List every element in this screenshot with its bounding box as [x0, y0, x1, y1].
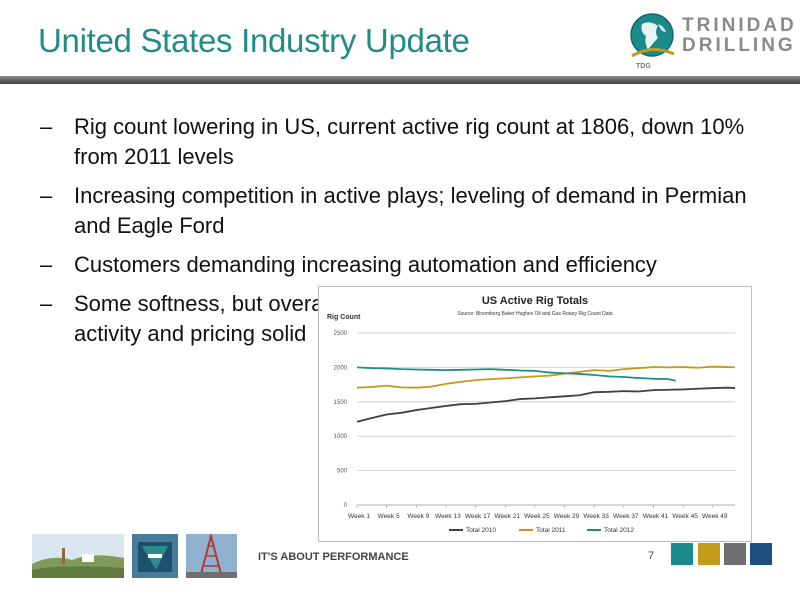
logo-wordmark-line1: TRINIDAD [682, 15, 797, 36]
bullet-item: – Rig count lowering in US, current acti… [40, 112, 780, 172]
color-swatch [671, 543, 693, 565]
legend-label: Total 2012 [604, 527, 634, 534]
bullet-text: Some softness, but overall activity and … [74, 291, 334, 346]
x-tick-label: Week 21 [494, 513, 520, 520]
bullet-text: Rig count lowering in US, current active… [74, 114, 745, 169]
chart-canvas: US Active Rig Totals Source: Bloomberg Ba… [327, 295, 736, 534]
y-tick-label: 2500 [334, 331, 348, 337]
footer-photo-strip [32, 534, 237, 578]
bullet-marker: – [40, 252, 53, 277]
color-swatch [750, 543, 772, 565]
series-line [356, 386, 736, 423]
chart-title: US Active Rig Totals [482, 295, 588, 307]
bullet-marker: – [40, 183, 53, 208]
title-divider [0, 76, 800, 84]
x-tick-label: Week 41 [643, 513, 669, 520]
x-tick-label: Week 17 [465, 513, 491, 520]
slide-title: United States Industry Update [38, 22, 470, 59]
derrick-photo-image [186, 534, 237, 578]
bullet-text: Increasing competition in active plays; … [74, 183, 747, 238]
bullet-marker: – [40, 291, 53, 316]
y-tick-label: 1000 [334, 434, 348, 440]
rig-photo-image [132, 534, 178, 578]
footer-tagline: IT'S ABOUT PERFORMANCE [258, 551, 409, 563]
y-tick-label: 500 [337, 469, 348, 475]
bullet-text: Customers demanding increasing automatio… [74, 252, 657, 277]
landscape-photo-image [32, 534, 124, 578]
x-tick-label: Week 33 [583, 513, 609, 520]
company-logo: TRINIDAD DRILLING TDG [628, 10, 794, 74]
bullet-item: – Increasing competition in active plays… [40, 181, 780, 241]
rig-count-chart: US Active Rig Totals Source: Bloomberg Ba… [318, 286, 752, 542]
legend-label: Total 2010 [466, 527, 496, 534]
x-tick-label: Week 37 [613, 513, 639, 520]
y-tick-label: 2000 [334, 365, 348, 371]
bullet-marker: – [40, 114, 53, 139]
x-tick-label: Week 13 [435, 513, 461, 520]
page-number: 7 [648, 550, 655, 562]
bullet-list: – Rig count lowering in US, current acti… [40, 112, 780, 358]
logo-wordmark-line2: DRILLING [682, 35, 796, 56]
x-tick-label: Week 5 [378, 513, 400, 520]
chart-subtitle: Source: Bloomberg Baker Hughes Oil and G… [457, 311, 613, 317]
x-tick-label: Week 9 [407, 513, 429, 520]
bullet-item: – Some softness, but overall activity an… [40, 289, 334, 349]
logo-abbreviation: TDG [636, 63, 651, 70]
globe-logo-icon [630, 13, 675, 58]
x-tick-label: Week 45 [672, 513, 698, 520]
color-swatch [724, 543, 746, 565]
y-tick-label: 0 [344, 503, 348, 509]
y-tick-label: 1500 [334, 400, 348, 406]
x-tick-label: Week 1 [348, 513, 370, 520]
x-tick-label: Week 29 [554, 513, 580, 520]
series-line [356, 365, 736, 389]
x-tick-label: Week 49 [702, 513, 728, 520]
x-tick-label: Week 25 [524, 513, 550, 520]
y-axis-label: Rig Count [327, 314, 361, 321]
series-line [356, 366, 676, 382]
bullet-item: – Customers demanding increasing automat… [40, 250, 780, 280]
legend-label: Total 2011 [536, 527, 566, 534]
color-swatch [698, 543, 720, 565]
